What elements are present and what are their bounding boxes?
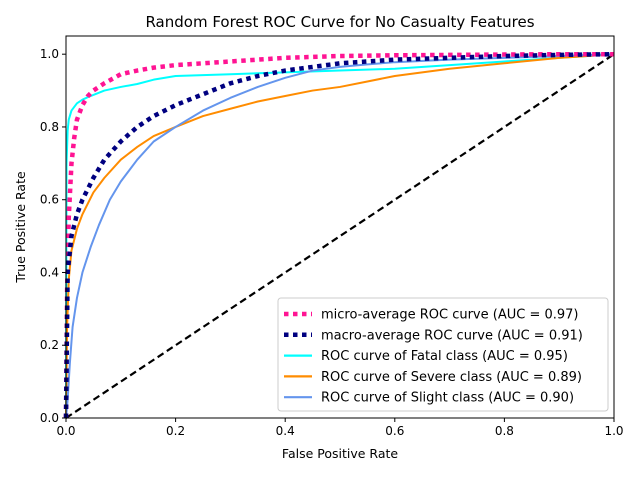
legend-label-3: ROC curve of Severe class (AUC = 0.89)	[321, 370, 582, 385]
x-tick-label: 1.0	[604, 424, 623, 438]
y-tick-label: 0.6	[40, 193, 59, 207]
legend: micro-average ROC curve (AUC = 0.97) macr…	[277, 297, 609, 412]
legend-label-4: ROC curve of Slight class (AUC = 0.90)	[321, 391, 574, 406]
x-tick-label: 0.4	[276, 424, 295, 438]
chart-title: Random Forest ROC Curve for No Casualty …	[145, 13, 534, 31]
series-line-1	[63, 51, 615, 419]
y-axis-label: True Positive Rate	[13, 171, 28, 284]
plot-layer	[63, 51, 615, 419]
series-line-0	[63, 51, 614, 419]
series-line-2	[65, 53, 615, 419]
x-tick-label: 0.6	[385, 424, 404, 438]
x-axis-label: False Positive Rate	[282, 446, 398, 461]
legend-label-2: ROC curve of Fatal class (AUC = 0.95)	[321, 349, 568, 364]
y-tick-label: 0.4	[40, 265, 59, 279]
x-tick-label: 0.2	[166, 424, 185, 438]
x-tick-label: 0.0	[56, 424, 75, 438]
series-line-3	[65, 53, 615, 419]
y-tick-label: 1.0	[40, 47, 59, 61]
axis-ticks: 0.0 0.2 0.4 0.6 0.8 1.0 0.0 0.2 0.4 0.6 0.8 1.0	[40, 47, 624, 438]
legend-label-1: macro-average ROC curve (AUC = 0.91)	[321, 328, 583, 343]
x-tick-label: 0.8	[495, 424, 514, 438]
y-tick-label: 0.2	[40, 338, 59, 352]
legend-label-0: micro-average ROC curve (AUC = 0.97)	[321, 308, 578, 323]
y-tick-label: 0.8	[40, 120, 59, 134]
y-tick-label: 0.0	[40, 411, 59, 425]
series-line-4	[65, 53, 615, 419]
legend-box	[277, 297, 609, 412]
plot-frame	[65, 35, 615, 419]
